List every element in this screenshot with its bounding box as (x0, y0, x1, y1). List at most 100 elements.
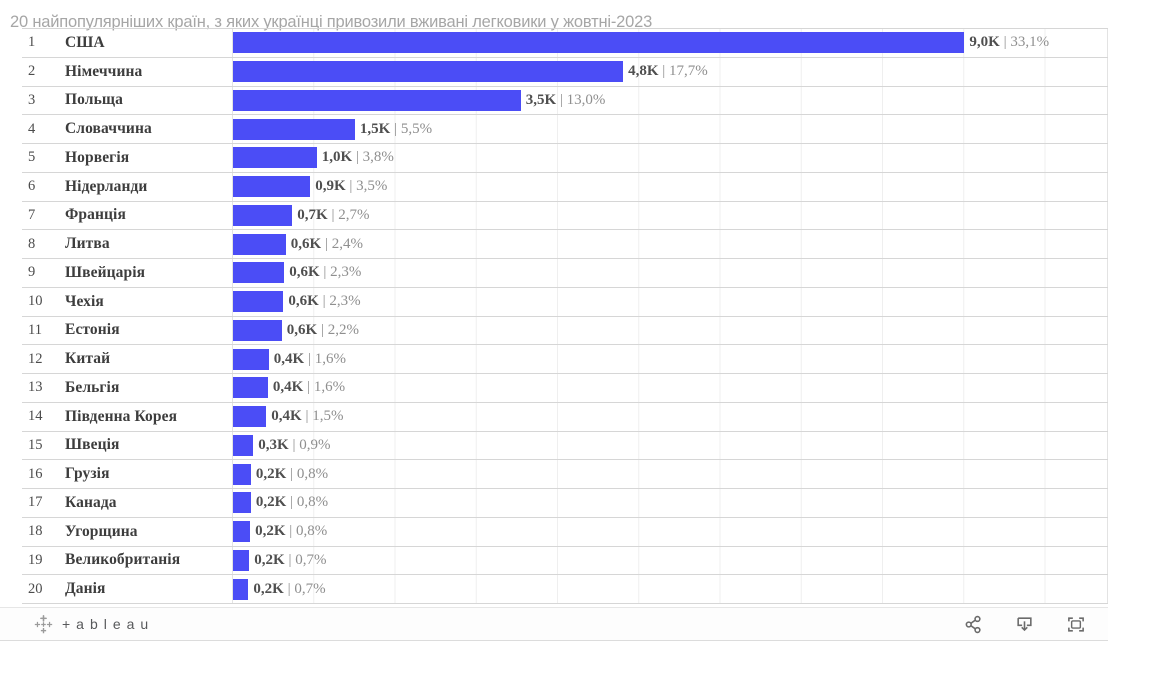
rank-label: 16 (28, 465, 43, 482)
bar-cell: 3,5K | 13,0% (232, 86, 1108, 115)
bar-label: 4,8K | 17,7% (628, 61, 708, 82)
bar-label: 0,2K | 0,8% (256, 492, 328, 513)
bar[interactable] (233, 492, 251, 514)
bar-label: 0,6K | 2,3% (289, 262, 361, 283)
download-icon (1017, 616, 1032, 631)
bar-cell: 9,0K | 33,1% (232, 29, 1108, 57)
bar-label: 0,3K | 0,9% (258, 435, 330, 456)
bar-label: 9,0K | 33,1% (969, 32, 1049, 53)
value-label: 0,2K (255, 523, 286, 540)
tableau-logo-text: +ableau (62, 616, 155, 632)
table-row: 10 Чехія 0,6K | 2,3% (22, 287, 1108, 317)
percent-label: | 17,7% (658, 63, 708, 80)
percent-label: | 2,4% (321, 235, 363, 252)
country-label: США (65, 33, 105, 51)
percent-label: | 1,5% (301, 408, 344, 425)
bar[interactable] (233, 204, 293, 226)
bar[interactable] (233, 377, 268, 399)
bar-label: 0,2K | 0,8% (255, 521, 327, 542)
bar-chart-table: 1 США 9,0K | 33,1% 2 Німеччина 4,8K | 17… (22, 28, 1108, 604)
bar-cell: 0,2K | 0,7% (232, 546, 1108, 575)
bar[interactable] (233, 319, 282, 341)
country-label: Чехія (65, 292, 104, 310)
value-label: 0,2K (254, 551, 285, 568)
table-row: 16 Грузія 0,2K | 0,8% (22, 460, 1108, 489)
bar[interactable] (233, 262, 285, 284)
percent-label: | 1,6% (303, 379, 346, 396)
value-label: 0,2K (253, 580, 284, 597)
bar-label: 1,5K | 5,5% (360, 119, 432, 140)
table-row: 3 Польща 3,5K | 13,0% (22, 86, 1108, 116)
bar[interactable] (233, 61, 624, 83)
bar[interactable] (233, 549, 250, 571)
share-button[interactable] (962, 613, 985, 636)
bar-label: 1,0K | 3,8% (322, 147, 394, 168)
rank-label: 4 (28, 120, 36, 137)
bar[interactable] (233, 406, 267, 428)
table-row: 19 Великобританія 0,2K | 0,7% (22, 546, 1108, 576)
bar-label: 0,6K | 2,2% (287, 320, 359, 341)
bar[interactable] (233, 147, 317, 169)
percent-label: | 0,7% (283, 580, 326, 597)
bar-cell: 0,4K | 1,6% (232, 345, 1108, 373)
bar[interactable] (233, 89, 521, 111)
percent-label: | 2,3% (319, 264, 362, 281)
bar-label: 0,2K | 0,7% (254, 550, 326, 571)
bar[interactable] (233, 176, 311, 198)
bar[interactable] (233, 291, 284, 313)
bar[interactable] (233, 578, 249, 600)
table-row: 12 Китай 0,4K | 1,6% (22, 345, 1108, 374)
value-label: 0,3K (258, 436, 289, 453)
bar-label: 0,6K | 2,4% (291, 234, 363, 255)
rank-label: 5 (28, 149, 36, 166)
share-icon (965, 615, 981, 633)
country-label: Угорщина (65, 522, 138, 540)
rank-label: 9 (28, 264, 36, 281)
bar[interactable] (233, 348, 269, 370)
bar-cell: 0,3K | 0,9% (232, 431, 1108, 460)
table-row: 11 Естонія 0,6K | 2,2% (22, 316, 1108, 346)
rank-label: 1 (28, 34, 36, 51)
value-label: 0,4K (271, 408, 302, 425)
rank-label: 2 (28, 63, 36, 80)
value-label: 0,6K (289, 264, 320, 281)
bar-label: 0,4K | 1,6% (274, 349, 346, 370)
bar-label: 0,4K | 1,5% (271, 406, 343, 427)
bar[interactable] (233, 32, 965, 54)
table-row: 6 Нідерланди 0,9K | 3,5% (22, 172, 1108, 202)
country-label: Польща (65, 91, 123, 109)
value-label: 0,7K (297, 206, 328, 223)
rank-label: 10 (28, 293, 43, 310)
country-label: Канада (65, 493, 117, 511)
bar-cell: 0,6K | 2,3% (232, 287, 1108, 316)
bar[interactable] (233, 463, 251, 485)
bar-cell: 0,4K | 1,5% (232, 402, 1108, 431)
tableau-visualization: 1 США 9,0K | 33,1% 2 Німеччина 4,8K | 17… (0, 13, 1165, 641)
country-label: Південна Корея (65, 407, 178, 425)
country-label: Норвегія (65, 148, 130, 166)
bar[interactable] (233, 434, 254, 456)
percent-label: | 3,5% (345, 178, 388, 195)
bar[interactable] (233, 118, 355, 140)
fullscreen-icon (1068, 616, 1084, 632)
fullscreen-button[interactable] (1064, 613, 1088, 636)
table-row: 4 Словаччина 1,5K | 5,5% (22, 115, 1108, 144)
tableau-logo-link[interactable]: +ableau (33, 614, 154, 635)
rank-label: 19 (28, 551, 43, 568)
country-label: Франція (65, 206, 126, 224)
value-label: 1,5K (359, 120, 391, 137)
bar-label: 0,6K | 2,3% (288, 291, 360, 312)
value-label: 1,0K (321, 149, 353, 166)
rank-label: 12 (28, 350, 43, 367)
bar[interactable] (233, 233, 286, 255)
chart-caption: 20 найпопулярніших країн, з яких українц… (10, 13, 653, 31)
bar[interactable] (233, 521, 251, 543)
bar-cell: 1,5K | 5,5% (232, 115, 1108, 143)
percent-label: | 2,7% (327, 206, 370, 223)
country-label: Німеччина (65, 62, 143, 80)
country-label: Нідерланди (65, 177, 148, 195)
rank-label: 7 (28, 206, 36, 223)
download-button[interactable] (1013, 613, 1036, 636)
percent-label: | 2,3% (318, 293, 361, 310)
table-row: 5 Норвегія 1,0K | 3,8% (22, 144, 1108, 173)
